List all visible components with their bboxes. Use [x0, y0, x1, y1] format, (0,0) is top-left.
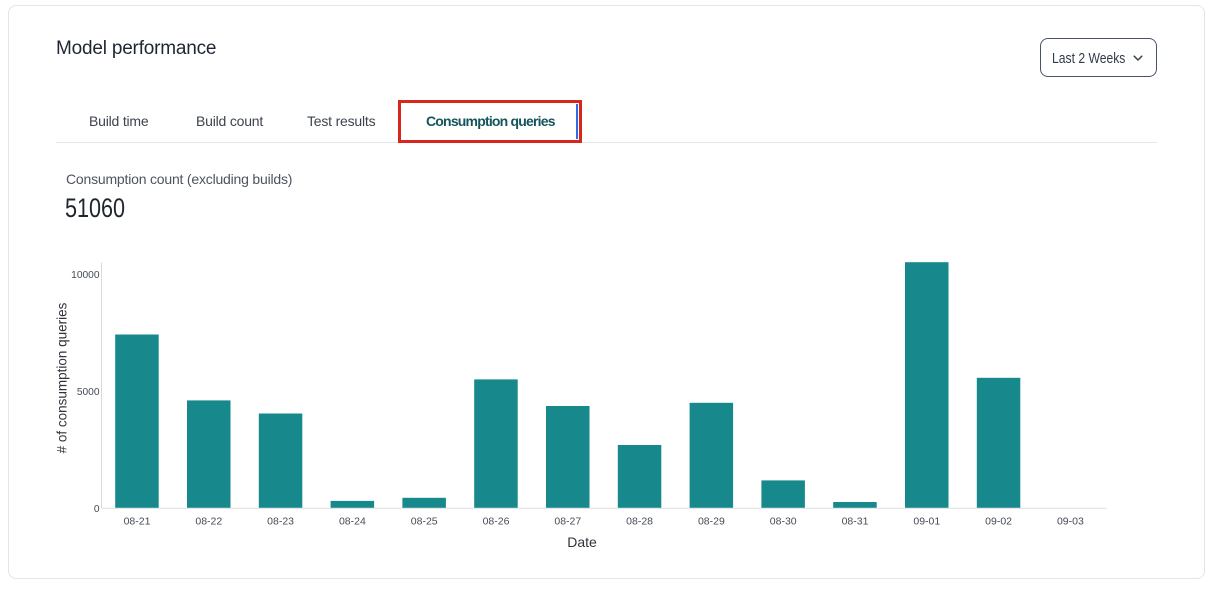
svg-text:09-01: 09-01: [913, 515, 940, 527]
svg-text:08-28: 08-28: [626, 515, 653, 527]
svg-text:09-03: 09-03: [1057, 515, 1084, 527]
svg-text:08-21: 08-21: [124, 515, 151, 527]
svg-text:10000: 10000: [71, 270, 100, 281]
svg-text:# of consumption queries: # of consumption queries: [55, 302, 70, 453]
svg-text:08-31: 08-31: [842, 515, 869, 527]
svg-text:08-22: 08-22: [195, 515, 222, 527]
svg-text:08-29: 08-29: [698, 515, 725, 527]
svg-text:08-26: 08-26: [483, 515, 510, 527]
svg-text:5000: 5000: [77, 387, 100, 398]
svg-text:Date: Date: [567, 534, 597, 550]
svg-text:0: 0: [94, 504, 100, 515]
svg-text:08-24: 08-24: [339, 515, 366, 527]
svg-text:08-27: 08-27: [554, 515, 581, 527]
svg-text:09-02: 09-02: [985, 515, 1012, 527]
svg-text:08-25: 08-25: [411, 515, 438, 527]
svg-text:08-23: 08-23: [267, 515, 294, 527]
svg-text:08-30: 08-30: [770, 515, 797, 527]
